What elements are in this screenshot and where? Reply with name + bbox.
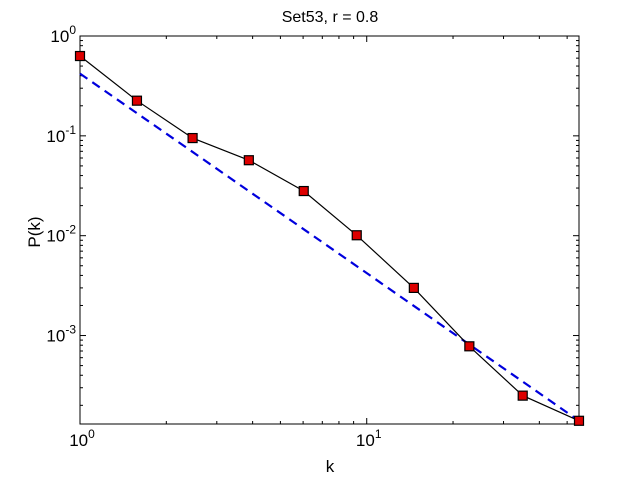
y-tick-label: 10-1 — [46, 123, 76, 146]
axis-tick-labels: 100 101 100 10-1 10-2 10-3 — [46, 23, 381, 450]
x-axis-label: k — [326, 457, 335, 476]
data-point — [131, 95, 143, 106]
y-tick-label: 100 — [50, 23, 76, 46]
data-point — [74, 50, 86, 62]
data-point — [351, 230, 362, 241]
data-point — [298, 185, 309, 197]
data-point — [464, 341, 475, 352]
data-line — [79, 55, 580, 422]
data-point — [243, 155, 254, 166]
data-point — [408, 282, 419, 293]
data-point — [187, 132, 198, 144]
chart-title: Set53, r = 0.8 — [282, 9, 379, 26]
data-point — [573, 415, 585, 426]
y-tick-label: 10-3 — [46, 323, 76, 346]
series-layer — [74, 50, 585, 426]
fit-line — [79, 72, 580, 422]
y-axis-label: P(k) — [25, 216, 44, 247]
plot-frame — [79, 35, 580, 425]
x-tick-label: 101 — [356, 427, 382, 450]
y-tick-label: 10-2 — [46, 223, 76, 246]
x-tick-label: 100 — [69, 427, 95, 450]
axis-ticks — [79, 35, 579, 424]
data-point — [517, 390, 528, 401]
